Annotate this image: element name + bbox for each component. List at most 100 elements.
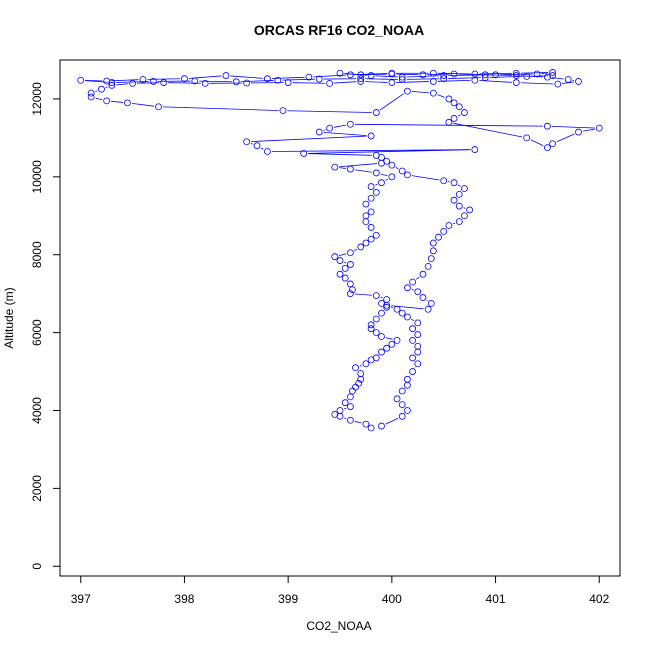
series-line-segment <box>313 74 346 78</box>
data-point <box>357 71 365 79</box>
data-point <box>575 128 582 136</box>
data-point <box>160 79 168 86</box>
data-point <box>595 124 603 132</box>
data-point <box>404 313 411 321</box>
series-line-segment <box>292 82 326 84</box>
data-point <box>481 71 489 79</box>
series-line-segment <box>323 129 326 131</box>
data-point <box>352 364 359 372</box>
series-line-segment <box>287 110 372 113</box>
x-tick-label: 398 <box>174 592 194 606</box>
data-point <box>129 79 136 87</box>
data-point <box>429 239 437 247</box>
data-point <box>305 73 313 81</box>
data-point <box>243 138 251 146</box>
data-point <box>450 70 458 78</box>
data-point <box>341 274 349 282</box>
data-point <box>404 284 411 292</box>
series-line-segment <box>437 79 471 82</box>
data-point <box>554 80 562 88</box>
series-line-segment <box>479 80 512 83</box>
data-point <box>326 79 334 87</box>
data-point <box>378 348 385 356</box>
data-point <box>398 309 406 317</box>
data-point <box>349 387 356 395</box>
series-layer <box>77 69 603 432</box>
data-point <box>455 218 463 226</box>
data-point <box>461 185 468 192</box>
series-line-segment <box>556 133 575 143</box>
data-point <box>414 348 422 356</box>
series-2 <box>378 153 474 430</box>
series-line-segment <box>385 337 393 340</box>
series-line-segment <box>333 124 347 128</box>
series-line-segment <box>339 253 347 256</box>
data-point <box>409 278 416 286</box>
data-point <box>398 387 406 395</box>
series-line-segment <box>385 417 399 425</box>
data-point <box>549 69 556 76</box>
data-point <box>440 227 448 235</box>
data-point <box>367 72 375 79</box>
data-point <box>367 235 375 243</box>
data-point <box>108 81 116 89</box>
data-point <box>429 89 437 97</box>
data-point <box>388 161 396 169</box>
data-point <box>383 157 391 165</box>
data-point <box>404 171 411 179</box>
data-point <box>404 375 411 383</box>
data-point <box>549 140 556 148</box>
data-point <box>149 78 157 85</box>
series-line-segment <box>95 97 103 101</box>
data-point <box>409 354 416 362</box>
data-point <box>362 218 370 226</box>
series-line-segment <box>339 163 378 168</box>
series-line-segment <box>365 81 388 83</box>
data-point <box>355 379 363 387</box>
series-line-segment <box>457 114 461 117</box>
data-point <box>512 69 520 77</box>
data-point <box>450 196 458 204</box>
series-line-segment <box>95 90 98 92</box>
series-line-segment <box>271 76 305 79</box>
data-point <box>424 305 432 313</box>
series-line-segment <box>411 91 429 94</box>
data-point <box>544 122 551 130</box>
series-line-segment <box>406 78 440 80</box>
data-point <box>450 115 458 122</box>
series-line-segment <box>375 75 398 78</box>
data-point <box>372 189 380 196</box>
data-point <box>336 407 344 414</box>
data-point <box>346 416 354 424</box>
data-point <box>264 75 271 83</box>
series-line-segment <box>147 78 180 80</box>
x-tick-label: 399 <box>278 592 298 606</box>
series-line-segment <box>437 72 471 75</box>
series-line-segment <box>379 93 404 111</box>
data-point <box>279 107 287 115</box>
data-point <box>336 257 344 264</box>
data-point <box>404 87 411 95</box>
data-point <box>544 73 551 81</box>
series-line-segment <box>339 167 346 169</box>
data-point <box>331 253 339 261</box>
x-tick-label: 397 <box>71 592 91 606</box>
data-point <box>315 128 323 136</box>
data-point <box>346 71 354 79</box>
series-line-segment <box>452 222 456 225</box>
data-point <box>440 177 448 185</box>
series-line-segment <box>344 417 347 420</box>
data-point <box>450 179 458 187</box>
series-line-segment <box>448 77 481 79</box>
series-line-segment <box>323 131 367 137</box>
series-line-segment <box>489 74 512 76</box>
series-line-segment <box>380 296 383 299</box>
series-line-segment <box>344 407 347 410</box>
data-point <box>362 420 370 428</box>
data-point <box>346 261 354 268</box>
data-point <box>243 79 251 87</box>
data-point <box>346 249 354 257</box>
data-point <box>367 194 375 202</box>
data-point <box>378 309 385 317</box>
data-point <box>435 233 442 241</box>
